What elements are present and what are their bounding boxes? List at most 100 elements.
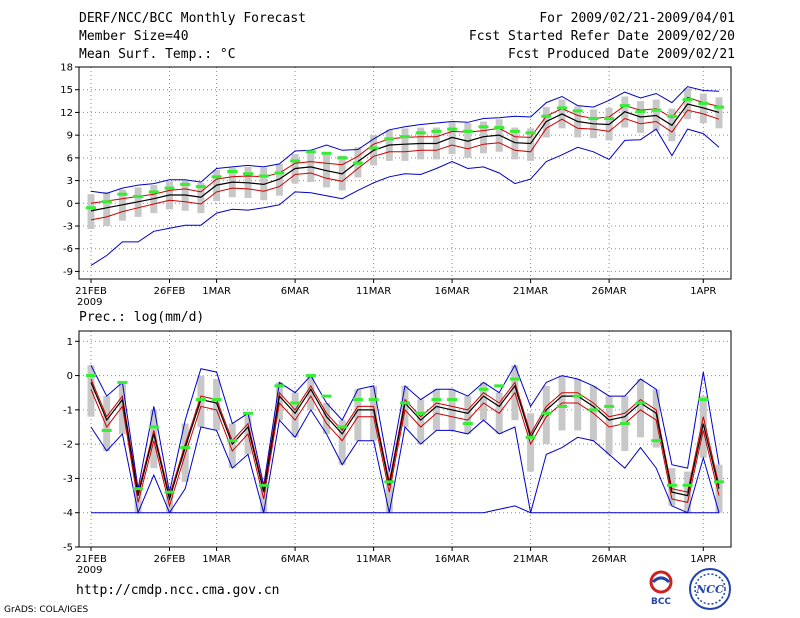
obs-marker	[604, 404, 615, 408]
member-bar	[527, 128, 535, 161]
x-tick-label: 26FEB	[154, 554, 186, 565]
x-tick-label: 6MAR	[281, 286, 310, 297]
series-line-floor	[91, 505, 719, 514]
panel-temp: -9 -6 -3 0 3 6 9 12 15 18 21FEB 26FEB 1MAR 6MAR 11MAR 1…	[60, 63, 732, 308]
obs-marker	[305, 150, 316, 154]
member-bar	[338, 155, 346, 191]
obs-marker	[525, 131, 536, 135]
series-line-spread_lower	[90, 389, 720, 508]
obs-marker	[557, 404, 567, 408]
y-tick-label: 0	[67, 199, 73, 210]
member-bar	[354, 389, 362, 441]
x-tick-label: 1APR	[690, 554, 716, 565]
obs-marker	[698, 398, 709, 402]
x-tick-label: 26MAR	[592, 554, 627, 565]
obs-marker	[651, 108, 662, 112]
obs-marker	[211, 398, 222, 402]
obs-marker	[164, 490, 175, 494]
forecast-period: For 2009/02/21-2009/04/01	[539, 11, 735, 26]
obs-marker	[195, 185, 206, 189]
series-line-min	[90, 408, 720, 515]
member-bar	[715, 464, 723, 513]
y-tick-label: -9	[63, 267, 73, 278]
member-bar	[605, 396, 613, 455]
obs-marker	[447, 398, 458, 402]
obs-marker	[588, 116, 599, 120]
obs-marker	[431, 398, 442, 402]
x-year-label: 2009	[77, 565, 102, 576]
panel-prec: -5 -4 -3 -2 -1 0 1 21FEB 26FEB 1MAR 6MAR 11MAR 16MAR…	[63, 330, 732, 576]
obs-marker	[525, 435, 536, 439]
x-tick-label: 21MAR	[513, 554, 548, 565]
y-tick-label: 9	[67, 131, 73, 142]
member-bar	[87, 194, 95, 230]
obs-marker	[148, 190, 159, 194]
obs-marker	[274, 384, 285, 388]
obs-marker	[274, 171, 285, 175]
obs-marker	[384, 480, 395, 484]
member-bar	[166, 492, 173, 513]
obs-marker	[682, 98, 693, 102]
y-tick-label: -1	[63, 405, 73, 416]
source-url[interactable]: http://cmdp.ncc.cma.gov.cn	[76, 583, 280, 598]
member-bar	[715, 97, 723, 129]
series-line-spread_lower	[90, 109, 720, 221]
obs-marker	[117, 192, 128, 196]
obs-marker	[635, 110, 646, 114]
obs-marker	[400, 401, 410, 405]
obs-marker	[541, 114, 552, 118]
obs-marker	[180, 446, 191, 450]
obs-marker	[148, 425, 159, 429]
ncc-logo-text: NCC	[695, 583, 724, 596]
obs-marker	[321, 394, 332, 398]
bcc-logo-text: BCC	[651, 597, 671, 607]
obs-marker	[666, 114, 677, 118]
obs-marker	[651, 439, 662, 443]
obs-marker	[368, 146, 379, 150]
x-tick-label: 21MAR	[513, 286, 548, 297]
y-tick-label: -4	[63, 508, 73, 519]
x-tick-label: 21FEB	[75, 286, 107, 297]
ncc-logo-icon: NCC	[689, 568, 731, 610]
obs-marker	[431, 129, 442, 133]
obs-marker	[258, 483, 269, 487]
y-tick-label: -3	[63, 474, 73, 485]
member-bar	[480, 382, 487, 421]
obs-marker	[243, 411, 253, 415]
y-tick-label: 18	[60, 63, 73, 74]
obs-marker	[619, 422, 630, 426]
obs-marker	[509, 129, 520, 133]
member-bar	[103, 396, 111, 451]
member-bar	[150, 409, 158, 469]
obs-marker	[133, 194, 144, 198]
y-tick-label: -6	[63, 244, 73, 255]
member-bar	[432, 389, 440, 431]
member-bar	[291, 392, 299, 438]
obs-marker	[211, 175, 222, 179]
obs-marker	[557, 106, 567, 110]
y-tick-label: -2	[63, 440, 73, 451]
x-tick-label: 21FEB	[75, 554, 107, 565]
obs-marker	[133, 487, 144, 491]
x-tick-label: 26MAR	[592, 286, 627, 297]
obs-marker	[494, 384, 505, 388]
obs-marker	[447, 127, 458, 131]
member-bar	[699, 396, 707, 458]
member-bar	[464, 123, 472, 158]
x-tick-label: 1MAR	[202, 286, 231, 297]
obs-marker	[101, 428, 112, 432]
obs-marker	[494, 126, 505, 130]
member-bar	[181, 423, 189, 482]
member-bar	[338, 420, 346, 465]
grads-credit: GrADS: COLA/IGES	[4, 605, 89, 615]
member-bar	[323, 403, 330, 434]
obs-marker	[337, 425, 348, 429]
obs-marker	[462, 129, 473, 133]
member-bar	[213, 379, 221, 431]
obs-marker	[698, 101, 709, 105]
plot-frame	[78, 66, 732, 280]
obs-marker	[290, 401, 301, 405]
obs-marker	[195, 398, 206, 402]
obs-marker	[227, 439, 238, 443]
obs-marker	[164, 186, 175, 190]
